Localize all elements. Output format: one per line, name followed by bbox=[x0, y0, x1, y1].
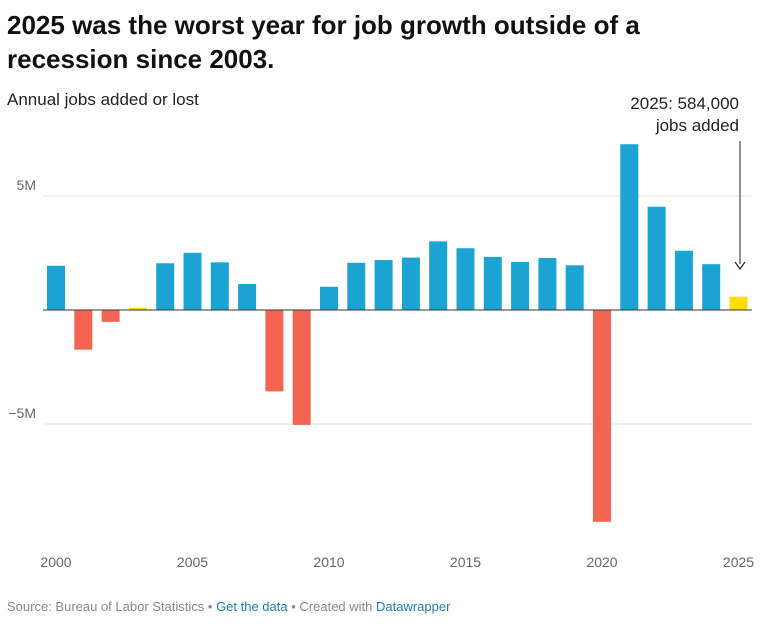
chart-title: 2025 was the worst year for job growth o… bbox=[7, 10, 640, 74]
bar-2020 bbox=[593, 310, 611, 522]
annotation-line-2: jobs added bbox=[655, 116, 739, 135]
bar-2001 bbox=[74, 310, 93, 350]
x-tick-label: 2015 bbox=[450, 554, 481, 570]
x-tick-label: 2010 bbox=[313, 554, 344, 570]
bar-2000 bbox=[47, 265, 65, 310]
annotation-line-1: 2025: 584,000 bbox=[630, 94, 739, 113]
bar-2024 bbox=[702, 264, 721, 310]
bar-2011 bbox=[347, 262, 366, 310]
bar-2019 bbox=[565, 265, 584, 310]
bar-2003 bbox=[128, 307, 147, 310]
axes: 2000 2005 2010 2015 2020 2025 bbox=[40, 309, 754, 570]
bars bbox=[47, 144, 748, 522]
y-tick-label: 5M bbox=[17, 177, 36, 193]
bar-2023 bbox=[674, 250, 693, 310]
bar-chart: 5M −5M 2000 2005 2010 2015 2020 2025 2025: 584… bbox=[8, 94, 754, 570]
bar-2017 bbox=[511, 261, 530, 310]
bar-2013 bbox=[401, 257, 420, 310]
chart-subtitle: Annual jobs added or lost bbox=[7, 90, 199, 109]
annotation-arrow-head bbox=[734, 261, 746, 271]
bar-2010 bbox=[320, 286, 338, 310]
bar-2014 bbox=[429, 241, 448, 310]
bar-2008 bbox=[265, 310, 284, 392]
x-tick-label: 2005 bbox=[177, 554, 208, 570]
bar-2018 bbox=[538, 258, 557, 310]
get-the-data-link[interactable]: Get the data bbox=[216, 599, 288, 614]
x-tick-label: 2025 bbox=[723, 554, 754, 570]
footer-separator: • bbox=[204, 599, 217, 614]
datawrapper-link[interactable]: Datawrapper bbox=[376, 599, 451, 614]
bar-2012 bbox=[374, 260, 393, 310]
footer: Source: Bureau of Labor Statistics • Get… bbox=[7, 599, 450, 614]
annotation: 2025: 584,000 jobs added bbox=[630, 94, 746, 271]
bar-2006 bbox=[210, 262, 229, 310]
source-text: Source: Bureau of Labor Statistics bbox=[7, 599, 205, 614]
bar-2004 bbox=[156, 263, 175, 310]
x-tick-label: 2000 bbox=[40, 554, 71, 570]
x-tick-label: 2020 bbox=[586, 554, 617, 570]
bar-2009 bbox=[292, 310, 311, 425]
created-with-text: • Created with bbox=[287, 599, 376, 614]
y-tick-label: −5M bbox=[8, 405, 36, 421]
bar-2022 bbox=[647, 206, 666, 310]
bar-2002 bbox=[101, 310, 120, 322]
bar-2021 bbox=[620, 144, 639, 310]
bar-2015 bbox=[456, 248, 475, 310]
bar-2025 bbox=[729, 296, 748, 310]
bar-2007 bbox=[238, 284, 257, 310]
bar-2016 bbox=[483, 256, 502, 310]
bar-2005 bbox=[183, 252, 202, 310]
